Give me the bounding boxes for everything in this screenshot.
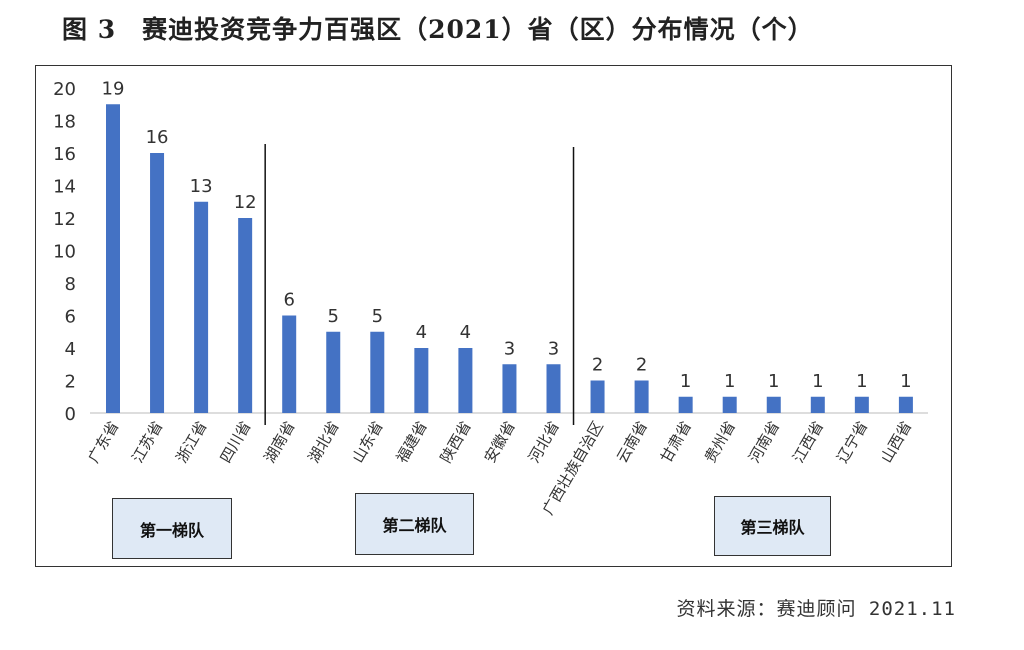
y-tick-label: 2: [65, 372, 76, 393]
x-tick-label: 陕西省: [437, 418, 475, 466]
x-tick-label: 贵州省: [701, 418, 739, 466]
bar: [678, 396, 693, 413]
data-label: 4: [460, 322, 471, 343]
data-label: 1: [724, 371, 735, 392]
x-tick-label: 四川省: [217, 418, 255, 466]
data-label: 13: [190, 176, 213, 197]
x-tick-label: 湖北省: [305, 418, 343, 466]
y-tick-label: 14: [53, 177, 76, 198]
data-label: 4: [416, 322, 427, 343]
data-label: 6: [283, 290, 294, 311]
bar: [370, 331, 385, 413]
bar: [898, 396, 913, 413]
x-tick-label: 江苏省: [128, 418, 166, 466]
bar: [722, 396, 737, 413]
y-tick-label: 16: [53, 144, 76, 165]
y-tick-label: 20: [53, 79, 76, 100]
data-label: 5: [328, 306, 339, 327]
tier-box-2: 第二梯队: [355, 493, 474, 555]
x-tick-label: 福建省: [393, 418, 431, 466]
data-label: 3: [548, 338, 559, 359]
bar: [766, 396, 781, 413]
x-tick-label: 河南省: [745, 418, 783, 466]
data-label: 2: [592, 355, 603, 376]
x-tick-label: 广东省: [84, 418, 122, 466]
x-tick-label: 河北省: [525, 418, 563, 466]
data-label: 5: [372, 306, 383, 327]
bar: [502, 364, 517, 413]
data-label: 1: [768, 371, 779, 392]
bar: [282, 315, 297, 413]
bar: [326, 331, 341, 413]
bar: [238, 218, 253, 413]
x-tick-label: 山西省: [877, 418, 915, 466]
bar: [590, 380, 605, 413]
y-tick-label: 0: [65, 404, 76, 425]
x-tick-label: 山东省: [349, 418, 387, 466]
bar: [150, 153, 165, 413]
x-tick-label: 甘肃省: [657, 418, 695, 466]
x-tick-label: 浙江省: [172, 418, 210, 466]
y-tick-label: 12: [53, 209, 76, 230]
x-tick-label: 湖南省: [261, 418, 299, 466]
bar: [546, 364, 561, 413]
chart-title: 图 3 赛迪投资竞争力百强区（2021）省（区）分布情况（个）: [62, 15, 814, 44]
bar: [634, 380, 649, 413]
data-label: 16: [146, 127, 169, 148]
x-tick-label: 辽宁省: [833, 418, 871, 466]
x-tick-label: 江西省: [789, 418, 827, 466]
data-label: 3: [504, 338, 515, 359]
bar: [458, 348, 473, 413]
data-label: 12: [234, 192, 257, 213]
y-tick-label: 6: [65, 307, 76, 328]
data-label: 1: [856, 371, 867, 392]
bar: [810, 396, 825, 413]
y-tick-label: 4: [65, 339, 76, 360]
bar: [194, 201, 209, 413]
data-label: 2: [636, 355, 647, 376]
data-label: 1: [900, 371, 911, 392]
x-tick-label: 安徽省: [481, 418, 519, 466]
data-label: 1: [680, 371, 691, 392]
bar: [854, 396, 869, 413]
chart-frame: [35, 65, 952, 567]
y-tick-label: 10: [53, 242, 76, 263]
y-tick-label: 8: [65, 274, 76, 295]
y-tick-label: 18: [53, 112, 76, 133]
data-label: 1: [812, 371, 823, 392]
data-label: 19: [102, 78, 125, 99]
tier-box-1: 第一梯队: [112, 498, 232, 559]
source-note: 资料来源：赛迪顾问 2021.11: [676, 598, 956, 620]
x-tick-label: 云南省: [613, 418, 651, 466]
bar: [106, 104, 120, 413]
bar: [414, 348, 429, 413]
tier-box-3: 第三梯队: [714, 496, 831, 556]
